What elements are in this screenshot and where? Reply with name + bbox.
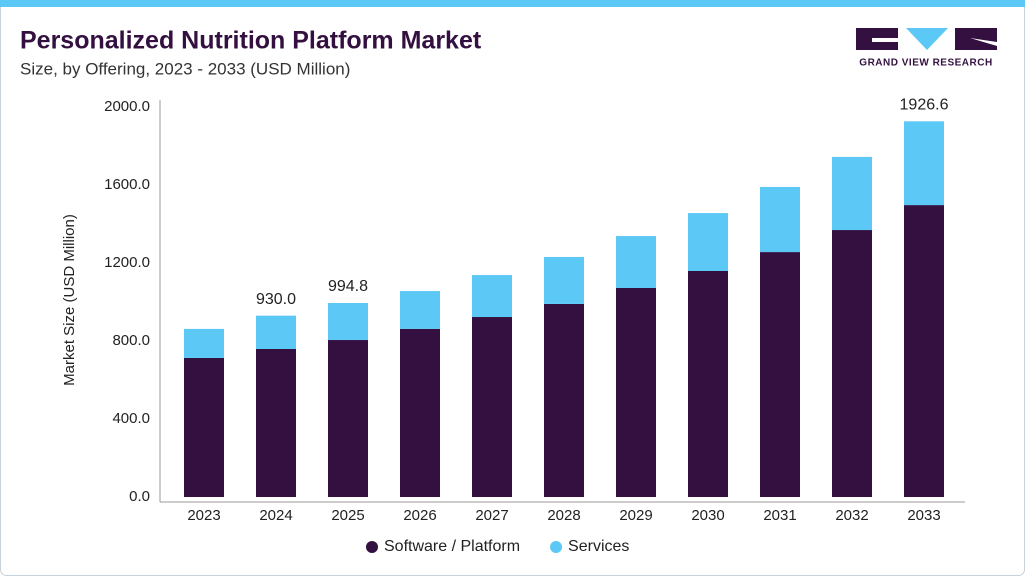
bar-segment xyxy=(544,303,584,497)
x-tick-label: 2032 xyxy=(835,507,868,524)
bar-segment xyxy=(616,236,656,288)
x-tick-label: 2024 xyxy=(259,507,292,524)
bar-segment xyxy=(760,186,800,253)
logo-g-cut xyxy=(872,38,898,42)
y-tick-label: 400.0 xyxy=(112,410,150,427)
bar-segment xyxy=(472,317,512,497)
bar-segment xyxy=(616,287,656,497)
y-axis-label: Market Size (USD Million) xyxy=(61,214,78,386)
bar-segment xyxy=(328,340,368,497)
bar-segment xyxy=(832,230,872,498)
legend-label: Services xyxy=(568,538,629,555)
brand: GRAND VIEW RESEARCH xyxy=(859,58,992,69)
bar-segment xyxy=(544,256,584,304)
legend-swatch xyxy=(366,541,378,553)
bar-segment xyxy=(904,205,944,497)
bar-segment xyxy=(328,303,368,341)
x-tick-label: 2030 xyxy=(691,507,724,524)
total-label: 994.8 xyxy=(328,278,368,295)
x-tick-label: 2031 xyxy=(763,507,796,524)
y-tick-label: 800.0 xyxy=(112,332,150,349)
chart-title: Personalized Nutrition Platform Market xyxy=(20,27,482,55)
bar-segment xyxy=(832,156,872,231)
bar-segment xyxy=(400,291,440,329)
bar-segment xyxy=(184,328,224,358)
top-band xyxy=(0,0,1025,7)
logo-v xyxy=(906,28,948,50)
bar-segment xyxy=(400,328,440,497)
logo: GRAND VIEW RESEARCH xyxy=(856,28,997,69)
chart-subtitle: Size, by Offering, 2023 - 2033 (USD Mill… xyxy=(20,59,350,78)
x-tick-label: 2029 xyxy=(619,507,652,524)
bar-segment xyxy=(688,270,728,497)
bar-segment xyxy=(256,348,296,497)
x-tick-label: 2023 xyxy=(187,507,220,524)
total-label: 1926.6 xyxy=(900,97,949,114)
bar-segment xyxy=(256,315,296,349)
x-tick-label: 2027 xyxy=(475,507,508,524)
x-tick-label: 2028 xyxy=(547,507,580,524)
total-label: 930.0 xyxy=(256,291,296,308)
x-tick-label: 2026 xyxy=(403,507,436,524)
x-tick-label: 2025 xyxy=(331,507,364,524)
bar-segment xyxy=(688,213,728,271)
y-tick-label: 1200.0 xyxy=(104,254,150,271)
bar-segment xyxy=(904,121,944,206)
y-tick-label: 2000.0 xyxy=(104,98,150,115)
x-tick-label: 2033 xyxy=(907,507,940,524)
y-tick-label: 1600.0 xyxy=(104,176,150,193)
y-tick-label: 0.0 xyxy=(129,488,150,505)
bar-segment xyxy=(760,252,800,497)
bar-segment xyxy=(184,357,224,497)
legend-swatch xyxy=(550,541,563,553)
legend-label: Software / Platform xyxy=(384,538,520,555)
bar-segment xyxy=(472,275,512,318)
logo-r-cut xyxy=(970,38,997,46)
